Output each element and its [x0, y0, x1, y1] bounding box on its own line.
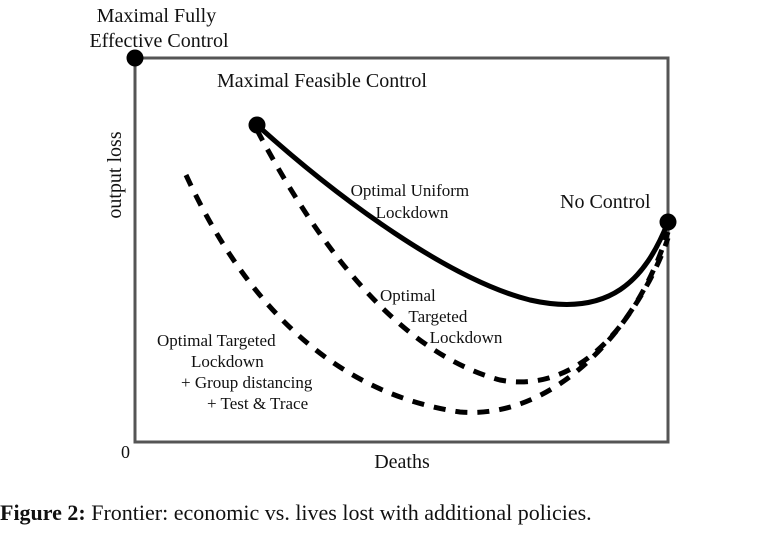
origin-label: 0 [121, 442, 130, 462]
caption-label: Figure 2: [0, 500, 86, 525]
targeted-lockdown-label: Optimal Targeted Lockdown [380, 286, 503, 347]
max-feasible-label: Maximal Feasible Control [217, 70, 427, 92]
no-control-label: No Control [560, 191, 651, 213]
max-feasible-point [248, 116, 266, 134]
figure-caption: Figure 2: Frontier: economic vs. lives l… [0, 500, 762, 526]
max-fully-effective-label: Maximal Fully Effective Control [89, 5, 228, 52]
uniform-lockdown-curve [255, 123, 671, 307]
targeted-group-test-label: Optimal Targeted Lockdown + Group distan… [157, 331, 317, 413]
caption-text: Frontier: economic vs. lives lost with a… [85, 500, 592, 525]
no-control-point [659, 213, 677, 231]
plot-frame [133, 56, 670, 444]
x-axis-label: Deaths [374, 451, 430, 473]
uniform-lockdown-label: Optimal Uniform Lockdown [351, 181, 474, 222]
max-fully-effective-point [126, 49, 144, 67]
y-axis-label: output loss [104, 131, 126, 218]
